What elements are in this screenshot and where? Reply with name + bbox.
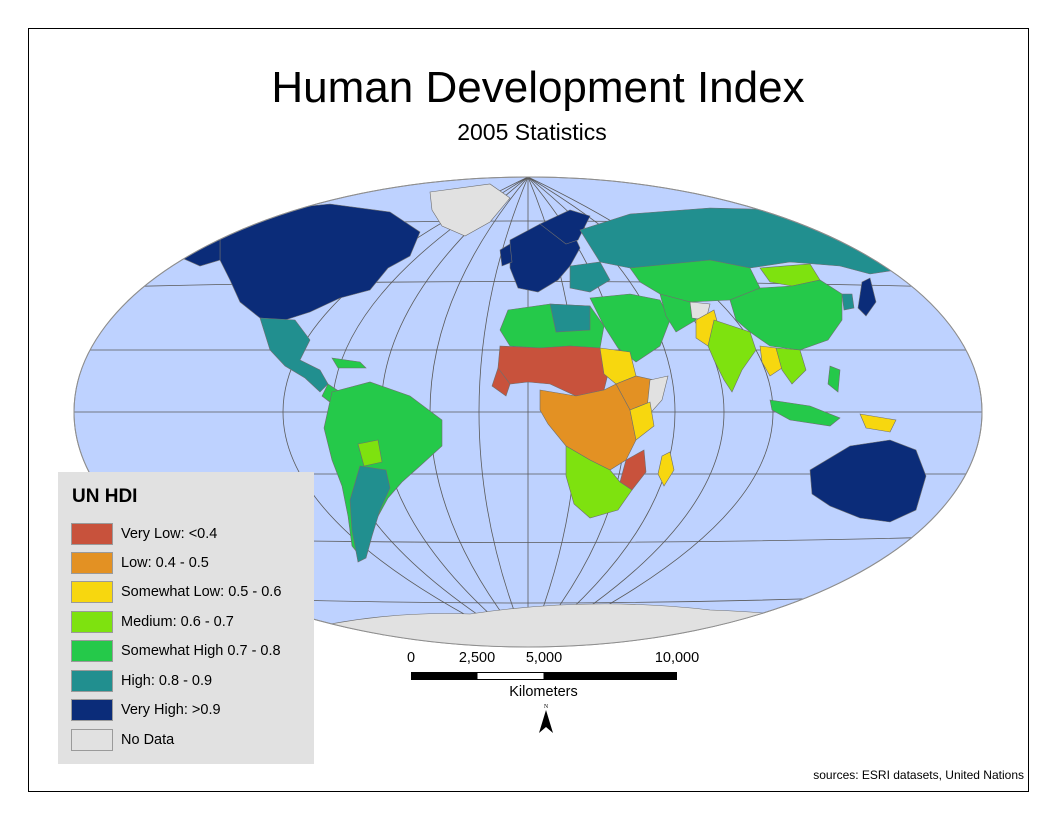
china [729,279,843,351]
scandinavia [539,209,591,245]
north-arrow: N [536,702,556,736]
legend-item: Somewhat High 0.7 - 0.8 [71,640,311,664]
russia [579,207,901,275]
legend-item: Low: 0.4 - 0.5 [71,552,311,576]
india [707,319,757,393]
legend-swatch [71,581,113,603]
legend-item: Medium: 0.6 - 0.7 [71,611,311,635]
legend-item: High: 0.8 - 0.9 [71,670,311,694]
legend-label: Very High: >0.9 [121,702,221,718]
legend-swatch [71,552,113,574]
madagascar [657,451,675,487]
myanmar-se-asia [759,345,783,377]
sources-note: sources: ESRI datasets, United Nations [813,768,1024,782]
korea [841,293,855,311]
scale-bar-graphic [411,672,677,680]
middle-east [589,293,671,363]
legend-label: Somewhat Low: 0.5 - 0.6 [121,584,282,600]
indochina [775,347,807,385]
legend-label: Very Low: <0.4 [121,526,218,542]
scale-tick-label: 5,000 [525,650,563,666]
north-label: N [544,704,549,710]
southern-africa [565,445,633,519]
europe-east [569,261,611,293]
papua [859,413,897,433]
legend-item: No Data [71,729,311,753]
legend-label: No Data [121,732,175,748]
legend-label: Low: 0.4 - 0.5 [121,555,209,571]
caribbean [331,357,367,369]
legend-label: High: 0.8 - 0.9 [121,673,213,689]
map-subtitle: 2005 Statistics [457,119,607,145]
scale-units: Kilometers [509,684,578,700]
north-arrow-icon: N [539,704,553,733]
legend: UN HDI Very Low: <0.4 Low: 0.4 - 0.5 Som… [58,472,314,764]
australia [809,439,927,523]
north-america [219,203,421,321]
west-coast-africa [491,367,511,397]
legend-swatch [71,729,113,751]
legend-label: Somewhat High 0.7 - 0.8 [121,643,281,659]
greenland [429,183,511,237]
scale-tick-label: 0 [406,650,416,666]
legend-item: Very High: >0.9 [71,699,311,723]
legend-item: Very Low: <0.4 [71,523,311,547]
philippines [827,365,841,393]
indonesia [769,399,841,427]
uk [499,243,513,267]
mozambique [619,449,647,491]
alaska [181,229,221,267]
bolivia [357,439,383,467]
east-africa [629,401,655,441]
map-title: Human Development Index [271,63,805,112]
iran [659,293,697,333]
scale-bar: 0 2,500 5,000 10,000 Kilometers [400,648,720,728]
japan [857,277,877,317]
legend-title: UN HDI [72,486,138,507]
legend-swatch [71,670,113,692]
scale-tick-label: 10,000 [654,650,700,666]
scale-tick-label: 2,500 [458,650,496,666]
legend-swatch [71,523,113,545]
legend-swatch [71,611,113,633]
countries [181,183,955,647]
legend-swatch [71,699,113,721]
argentina-chile [349,465,391,563]
legend-item: Somewhat Low: 0.5 - 0.6 [71,581,311,605]
legend-label: Medium: 0.6 - 0.7 [121,614,234,630]
libya [549,303,591,333]
legend-swatch [71,640,113,662]
